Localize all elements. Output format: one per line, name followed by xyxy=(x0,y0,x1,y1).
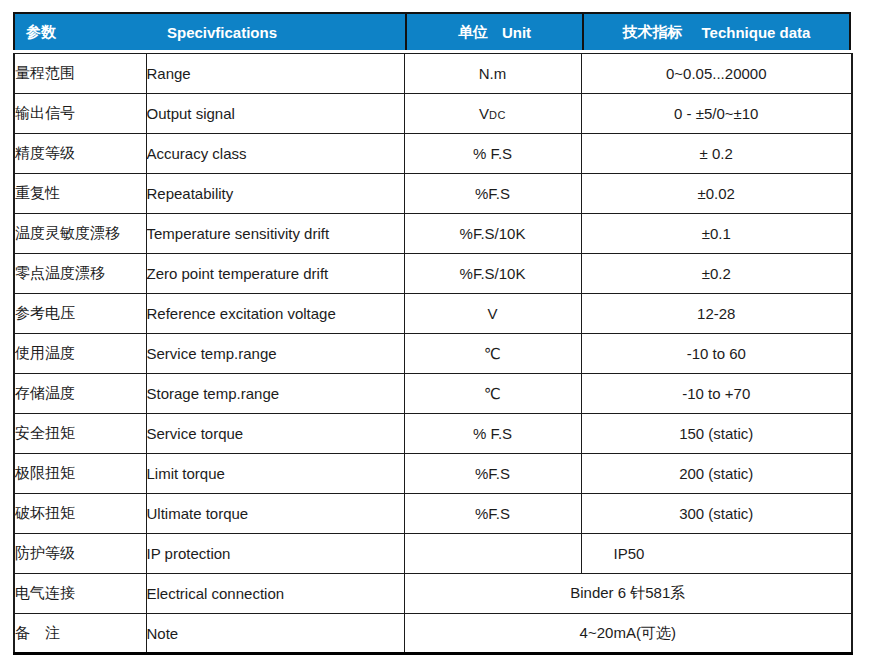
cell-param-cn: 电气连接 xyxy=(14,574,146,614)
cell-spec-en: Zero point temperature drift xyxy=(146,254,404,294)
table-row: 量程范围 Range N.m 0~0.05...20000 xyxy=(14,54,852,94)
spec-table: 量程范围 Range N.m 0~0.05...20000 输出信号 Outpu… xyxy=(13,53,853,655)
cell-param-cn: 防护等级 xyxy=(14,534,146,574)
cell-spec-en: IP protection xyxy=(146,534,404,574)
cell-spec-en: Repeatability xyxy=(146,174,404,214)
cell-value: -10 to +70 xyxy=(581,374,852,414)
cell-spec-en: Temperature sensitivity drift xyxy=(146,214,404,254)
table-header: 参数 Specivfications 单位 Unit 技术指标 Techniqu… xyxy=(13,12,851,50)
cell-unit: %F.S/10K xyxy=(404,214,581,254)
cell-unit: % F.S xyxy=(404,134,581,174)
cell-unit: ℃ xyxy=(404,374,581,414)
cell-param-cn: 使用温度 xyxy=(14,334,146,374)
cell-param-cn: 量程范围 xyxy=(14,54,146,94)
cell-unit: ℃ xyxy=(404,334,581,374)
cell-param-cn: 温度灵敏度漂移 xyxy=(14,214,146,254)
cell-spec-en: Service temp.range xyxy=(146,334,404,374)
table-row: 安全扭矩 Service torque % F.S 150 (static) xyxy=(14,414,852,454)
cell-value: 12-28 xyxy=(581,294,852,334)
table-row: 零点温度漂移 Zero point temperature drift %F.S… xyxy=(14,254,852,294)
cell-spec-en: Limit torque xyxy=(146,454,404,494)
cell-param-cn: 备 注 xyxy=(14,614,146,654)
table-row: 参考电压 Reference excitation voltage V 12-2… xyxy=(14,294,852,334)
cell-value: 300 (static) xyxy=(581,494,852,534)
table-row: 极限扭矩 Limit torque %F.S 200 (static) xyxy=(14,454,852,494)
cell-param-cn: 破坏扭矩 xyxy=(14,494,146,534)
cell-spec-en: Accuracy class xyxy=(146,134,404,174)
cell-value: 0 - ±5/0~±10 xyxy=(581,94,852,134)
unit-subscript: DC xyxy=(489,109,506,121)
cell-spec-en: Electrical connection xyxy=(146,574,404,614)
cell-param-cn: 重复性 xyxy=(14,174,146,214)
cell-value: ±0.02 xyxy=(581,174,852,214)
cell-value: ±0.2 xyxy=(581,254,852,294)
cell-value: -10 to 60 xyxy=(581,334,852,374)
header-spec-en: Specivfications xyxy=(167,24,277,41)
specification-sheet: 参数 Specivfications 单位 Unit 技术指标 Techniqu… xyxy=(13,12,851,655)
header-data-cn: 技术指标 xyxy=(623,23,683,42)
table-row: 输出信号 Output signal VDC 0 - ±5/0~±10 xyxy=(14,94,852,134)
header-cell-technique-data: 技术指标 Technique data xyxy=(582,14,849,50)
cell-value: 0~0.05...20000 xyxy=(581,54,852,94)
cell-unit: %F.S xyxy=(404,494,581,534)
cell-spec-en: Reference excitation voltage xyxy=(146,294,404,334)
table-row: 存储温度 Storage temp.range ℃ -10 to +70 xyxy=(14,374,852,414)
cell-param-cn: 安全扭矩 xyxy=(14,414,146,454)
cell-value: ± 0.2 xyxy=(581,134,852,174)
cell-value: 200 (static) xyxy=(581,454,852,494)
cell-spec-en: Output signal xyxy=(146,94,404,134)
cell-merged-value: 4~20mA(可选) xyxy=(404,614,852,654)
table-row: 温度灵敏度漂移 Temperature sensitivity drift %F… xyxy=(14,214,852,254)
cell-spec-en: Storage temp.range xyxy=(146,374,404,414)
header-cell-specifications: Specivfications xyxy=(147,14,405,50)
cell-param-cn: 参考电压 xyxy=(14,294,146,334)
cell-value: 150 (static) xyxy=(581,414,852,454)
cell-merged-value: Binder 6 针581系 xyxy=(404,574,852,614)
table-row: 重复性 Repeatability %F.S ±0.02 xyxy=(14,174,852,214)
cell-param-cn: 极限扭矩 xyxy=(14,454,146,494)
cell-value: IP50 xyxy=(581,534,852,574)
table-row: 防护等级 IP protection IP50 xyxy=(14,534,852,574)
header-param-cn: 参数 xyxy=(26,23,56,42)
cell-unit: %F.S xyxy=(404,174,581,214)
cell-spec-en: Range xyxy=(146,54,404,94)
cell-param-cn: 零点温度漂移 xyxy=(14,254,146,294)
cell-param-cn: 精度等级 xyxy=(14,134,146,174)
header-unit-en: Unit xyxy=(502,24,531,41)
cell-unit: VDC xyxy=(404,94,581,134)
cell-param-cn: 存储温度 xyxy=(14,374,146,414)
cell-unit: %F.S xyxy=(404,454,581,494)
table-row: 使用温度 Service temp.range ℃ -10 to 60 xyxy=(14,334,852,374)
table-row: 备 注 Note 4~20mA(可选) xyxy=(14,614,852,654)
cell-spec-en: Ultimate torque xyxy=(146,494,404,534)
header-data-en: Technique data xyxy=(702,24,811,41)
header-unit-cn: 单位 xyxy=(458,23,488,42)
cell-unit: %F.S/10K xyxy=(404,254,581,294)
cell-unit: % F.S xyxy=(404,414,581,454)
table-row: 破坏扭矩 Ultimate torque %F.S 300 (static) xyxy=(14,494,852,534)
table-row: 精度等级 Accuracy class % F.S ± 0.2 xyxy=(14,134,852,174)
cell-spec-en: Service torque xyxy=(146,414,404,454)
cell-spec-en: Note xyxy=(146,614,404,654)
cell-value: ±0.1 xyxy=(581,214,852,254)
unit-main: V xyxy=(479,105,489,122)
table-row: 电气连接 Electrical connection Binder 6 针581… xyxy=(14,574,852,614)
cell-unit: V xyxy=(404,294,581,334)
cell-param-cn: 输出信号 xyxy=(14,94,146,134)
cell-unit: N.m xyxy=(404,54,581,94)
cell-unit xyxy=(404,534,581,574)
header-cell-param: 参数 xyxy=(15,14,147,50)
header-cell-unit: 单位 Unit xyxy=(405,14,582,50)
